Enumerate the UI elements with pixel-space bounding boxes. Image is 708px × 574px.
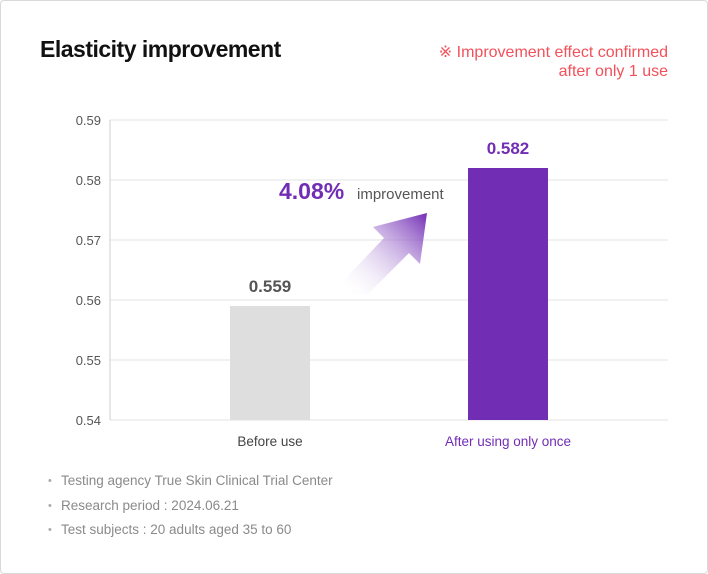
bars [230,168,548,420]
y-tick-label: 0.57 [76,233,101,248]
improvement-arrow-icon [343,213,427,294]
note-line-1: ※ Improvement effect confirmed [439,43,668,62]
improvement-note: ※ Improvement effect confirmed after onl… [439,43,668,81]
footnote-agency: Testing agency True Skin Clinical Trial … [48,472,333,497]
y-axis-ticks: 0.59 0.58 0.57 0.56 0.55 0.54 [76,113,101,428]
y-tick-label: 0.54 [76,413,101,428]
value-label: 0.559 [249,277,292,296]
x-tick-label: Before use [237,434,302,449]
footnote-list: Testing agency True Skin Clinical Trial … [48,472,333,546]
y-tick-label: 0.56 [76,293,101,308]
reference-mark-icon: ※ [438,44,453,61]
y-tick-label: 0.55 [76,353,101,368]
x-axis-ticks: Before use After using only once [237,434,571,449]
note-line-2: after only 1 use [558,63,668,80]
improvement-percent: 4.08% [279,178,344,204]
y-tick-label: 0.59 [76,113,101,128]
improvement-text: improvement [357,186,445,203]
value-label: 0.582 [487,139,530,158]
bar-before [230,306,310,420]
bar-after [468,168,548,420]
note-line-1-text: Improvement effect confirmed [456,44,668,61]
x-tick-label: After using only once [445,434,571,449]
footnote-period: Research period : 2024.06.21 [48,497,333,522]
footnote-subjects: Test subjects : 20 adults aged 35 to 60 [48,521,333,546]
chart-title: Elasticity improvement [40,36,281,62]
value-labels: 0.559 0.582 [249,139,530,296]
y-tick-label: 0.58 [76,173,101,188]
